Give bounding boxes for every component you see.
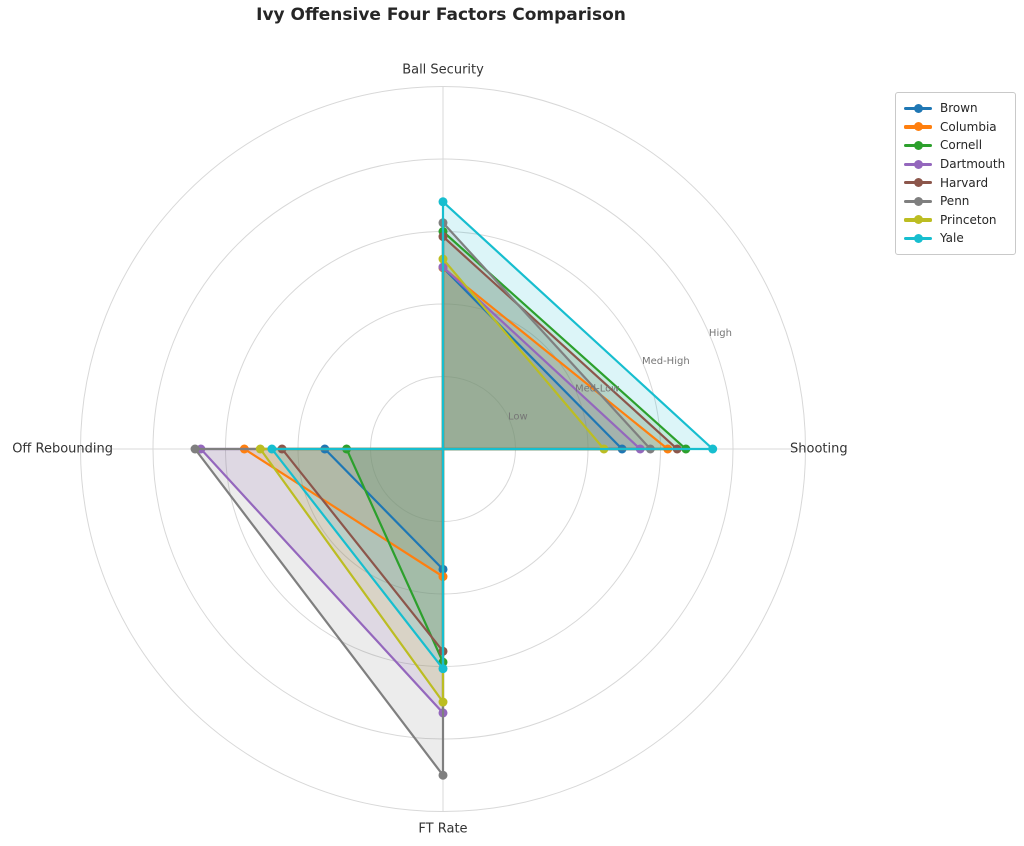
legend-marker-princeton [904, 214, 932, 226]
axis-label-ft-rate: FT Rate [418, 822, 467, 837]
legend-dot [913, 122, 923, 132]
data-point-penn-off-rebounding [190, 444, 200, 454]
legend-item-princeton: Princeton [904, 211, 1005, 230]
radial-tick-label: High [709, 328, 732, 339]
legend-dot [913, 159, 923, 169]
legend-item-brown: Brown [904, 99, 1005, 118]
data-point-yale-off-rebounding [267, 444, 277, 454]
series-fill-columbia [244, 267, 668, 577]
radial-tick-label: Med-Low [575, 384, 619, 395]
series-fill-yale [271, 201, 713, 669]
legend-dot [913, 196, 923, 206]
legend-dot [913, 178, 923, 188]
legend-label: Columbia [940, 119, 997, 134]
series-fill-cornell [346, 231, 686, 663]
legend-label: Penn [940, 194, 970, 209]
legend-label: Harvard [940, 175, 989, 190]
legend-label: Cornell [940, 138, 983, 153]
legend-label: Dartmouth [940, 157, 1006, 172]
legend-marker-cornell [904, 139, 932, 151]
radial-tick-label: Med-High [642, 356, 690, 367]
legend-item-penn: Penn [904, 192, 1005, 211]
legend-marker-harvard [904, 177, 932, 189]
data-point-penn-ft-rate [438, 770, 448, 780]
chart-title: Ivy Offensive Four Factors Comparison [256, 5, 626, 25]
axis-label-shooting: Shooting [790, 442, 848, 457]
legend-label: Brown [940, 101, 978, 116]
data-point-princeton-ft-rate [438, 697, 448, 707]
legend-label: Princeton [940, 212, 997, 227]
legend-item-cornell: Cornell [904, 136, 1005, 155]
series-fill-harvard [282, 236, 678, 652]
legend-marker-brown [904, 102, 932, 114]
series-fill-brown [324, 267, 623, 570]
radial-tick-label: Low [508, 411, 528, 422]
legend-marker-yale [904, 232, 932, 244]
data-point-princeton-off-rebounding [255, 444, 265, 454]
data-point-yale-shooting [708, 444, 718, 454]
legend-marker-columbia [904, 121, 932, 133]
axis-label-off-rebounding: Off Rebounding [12, 442, 113, 457]
legend-dot [913, 215, 923, 225]
legend-item-columbia: Columbia [904, 118, 1005, 137]
legend-item-harvard: Harvard [904, 173, 1005, 192]
legend-marker-dartmouth [904, 158, 932, 170]
legend-dot [913, 233, 923, 243]
data-point-yale-ft-rate [438, 664, 448, 674]
data-point-yale-ball-security [438, 197, 448, 207]
legend-dot [913, 103, 923, 113]
legend-dot [913, 140, 923, 150]
legend-item-yale: Yale [904, 229, 1005, 248]
legend-item-dartmouth: Dartmouth [904, 155, 1005, 174]
legend: Brown Columbia Cornell Dartmouth Harvard Penn… [895, 92, 1017, 255]
legend-label: Yale [940, 231, 964, 246]
axis-label-ball-security: Ball Security [402, 63, 484, 78]
series-fill-princeton [260, 259, 604, 703]
series-fill-dartmouth [200, 267, 641, 713]
legend-marker-penn [904, 195, 932, 207]
